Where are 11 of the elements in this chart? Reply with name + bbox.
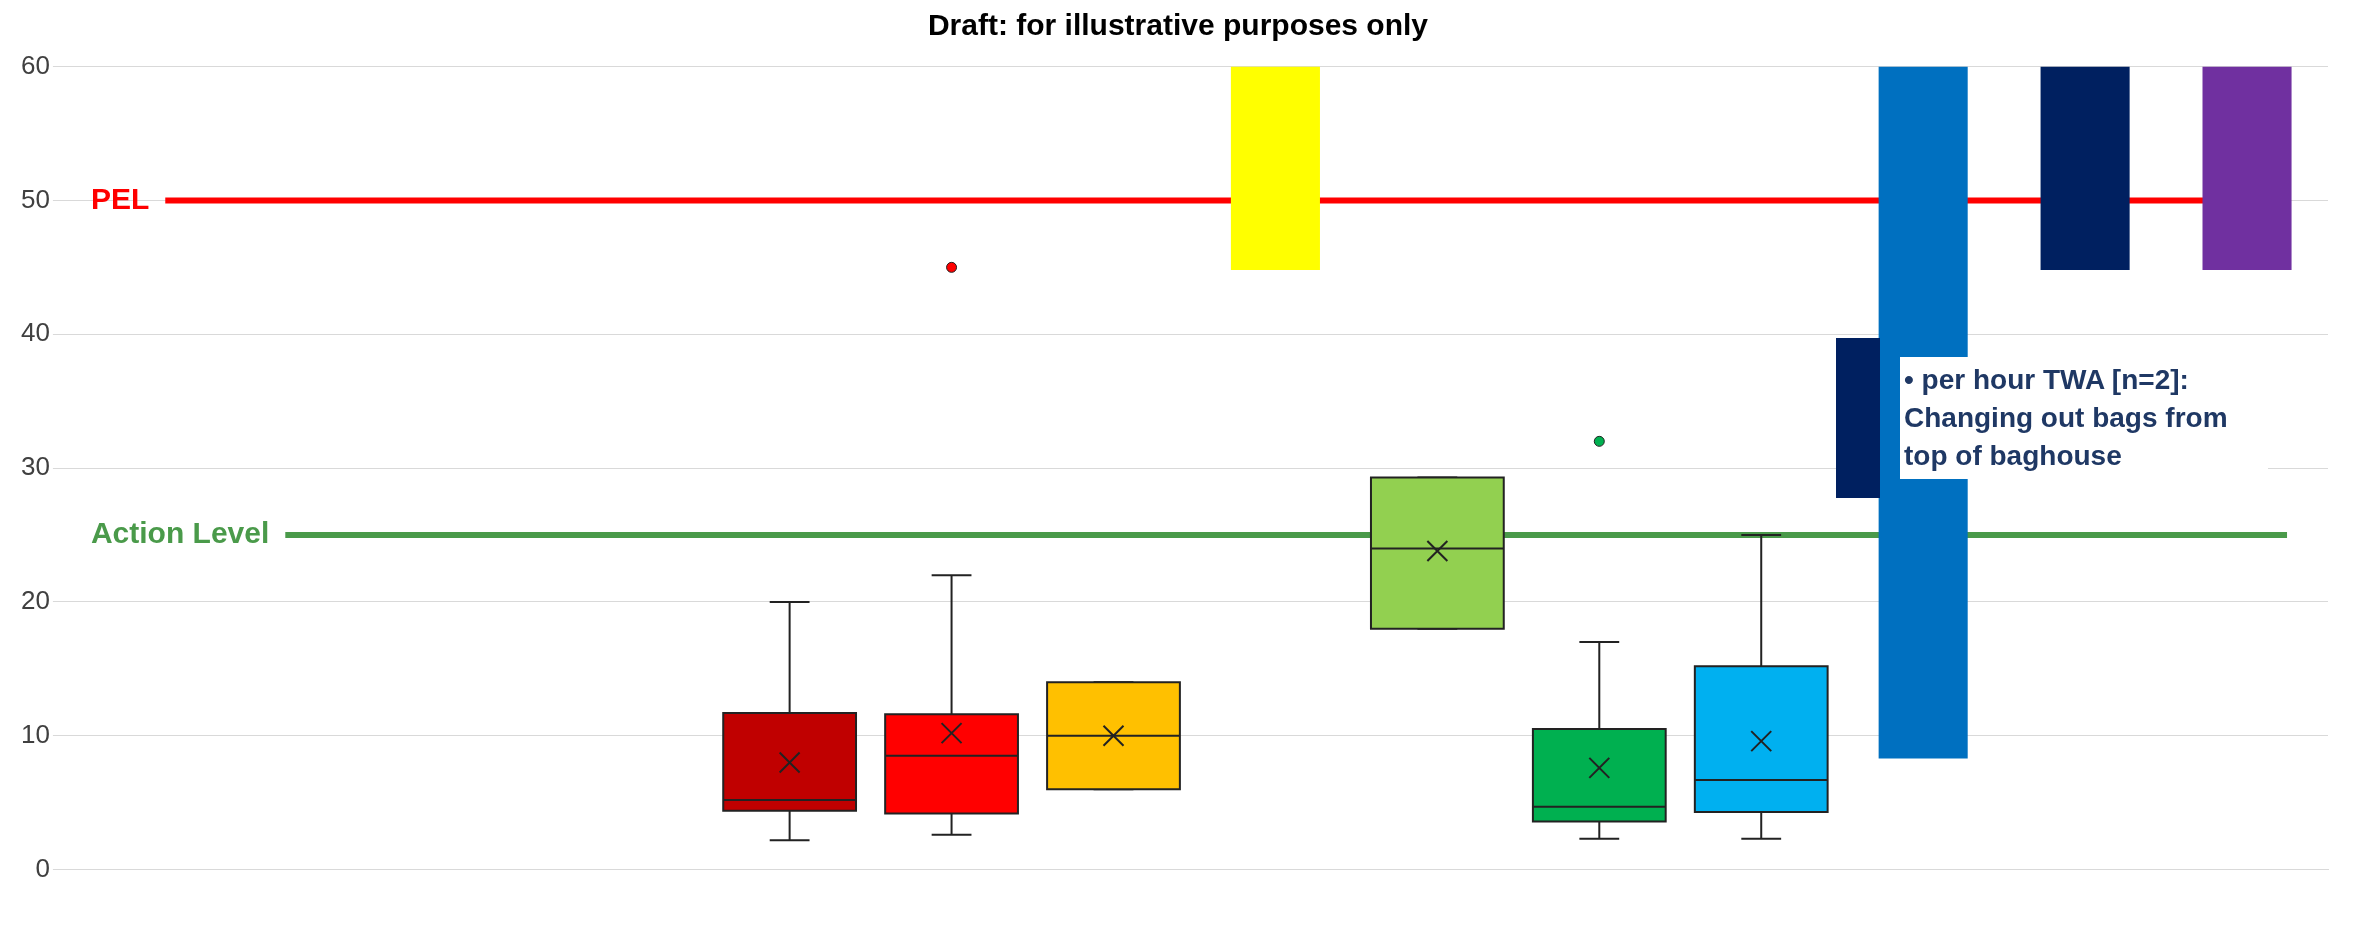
y-tick-label: 60 [21, 49, 50, 80]
y-tick-label: 40 [21, 317, 50, 348]
y-tick-label: 10 [21, 718, 50, 749]
y-tick-label: 20 [21, 585, 50, 616]
y-tick-label: 30 [21, 451, 50, 482]
ref-line-label: PEL [90, 181, 150, 215]
y-tick-label: 0 [35, 852, 50, 883]
text: Draft: for illustrative purposes only [926, 8, 1430, 43]
text: • per hour TWA [n=2]: Changing out bags from top of baghouse [1900, 357, 2268, 479]
ref-line-label: Action Level [90, 516, 270, 550]
y-tick-label: 50 [21, 183, 50, 214]
